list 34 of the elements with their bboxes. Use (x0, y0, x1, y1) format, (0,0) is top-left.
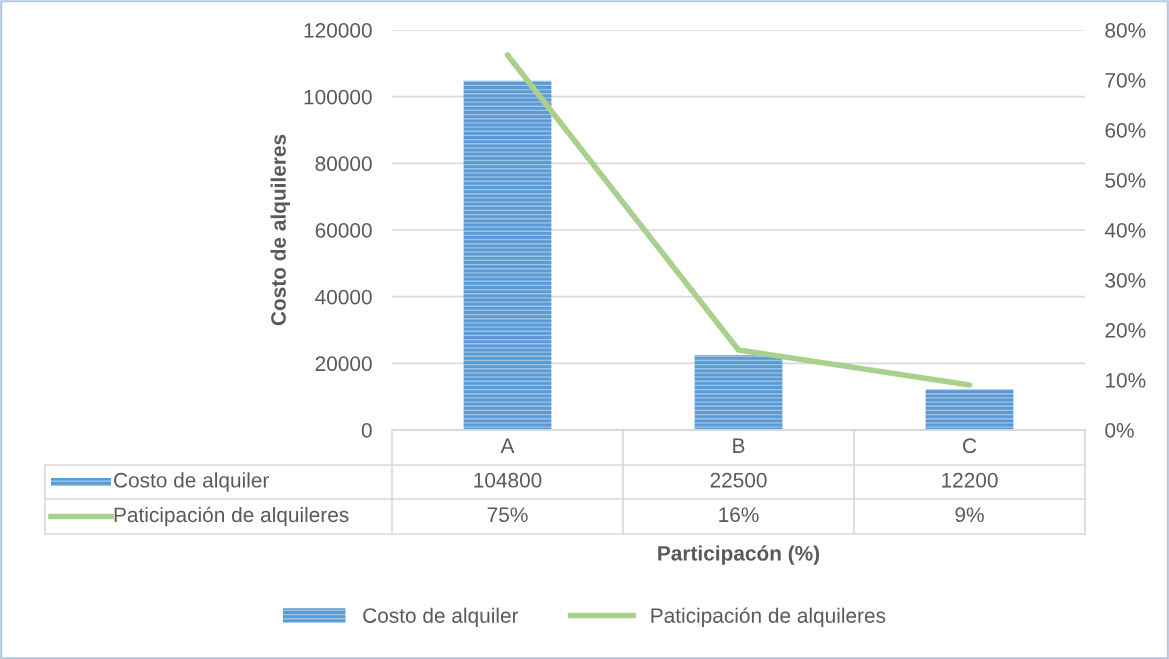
legend-label: Paticipación de alquileres (114, 506, 349, 527)
data-label: 16% (719, 507, 759, 523)
bar (463, 80, 552, 430)
y-tick-label: 60000 (315, 223, 372, 238)
y-tick-label: 40000 (315, 289, 372, 305)
y-tick-label: 20000 (315, 356, 372, 372)
x-tick-label: C (963, 438, 977, 454)
bar (694, 355, 783, 430)
y-tick-label: 100000 (304, 89, 372, 105)
y2-tick-label: 30% (1105, 273, 1146, 288)
data-label: 104800 (474, 472, 542, 488)
bar (925, 389, 1014, 430)
y2-tick-label: 10% (1106, 373, 1146, 388)
text: Paticipación de alquileres (651, 607, 886, 628)
text: Costo de alquiler (114, 472, 269, 492)
y2-tick-label: 40% (1104, 223, 1146, 238)
y2-tick-label: 20% (1105, 323, 1146, 338)
x-tick-label: A (500, 438, 515, 453)
data-label: 22500 (710, 472, 767, 488)
y2-tick-label: 80% (1105, 23, 1146, 38)
data-label: 9% (955, 507, 984, 523)
y-tick-label: 80000 (315, 156, 372, 172)
data-label: 12200 (942, 472, 998, 488)
y-axis-title: Costo de alquileres (270, 134, 290, 326)
y2-tick-label: 50% (1105, 173, 1146, 188)
y2-tick-label: 0% (1105, 423, 1134, 438)
y-tick-label: 0 (361, 423, 372, 438)
data-label: 75% (487, 507, 528, 523)
y2-tick-label: 70% (1105, 73, 1146, 88)
legend-label: Costo de alquiler (363, 607, 519, 628)
y2-tick-label: 60% (1105, 123, 1146, 138)
x-tick-label: B (733, 438, 745, 453)
y-tick-label: 120000 (304, 23, 372, 38)
x-axis-title: Participacón (%) (658, 545, 820, 565)
